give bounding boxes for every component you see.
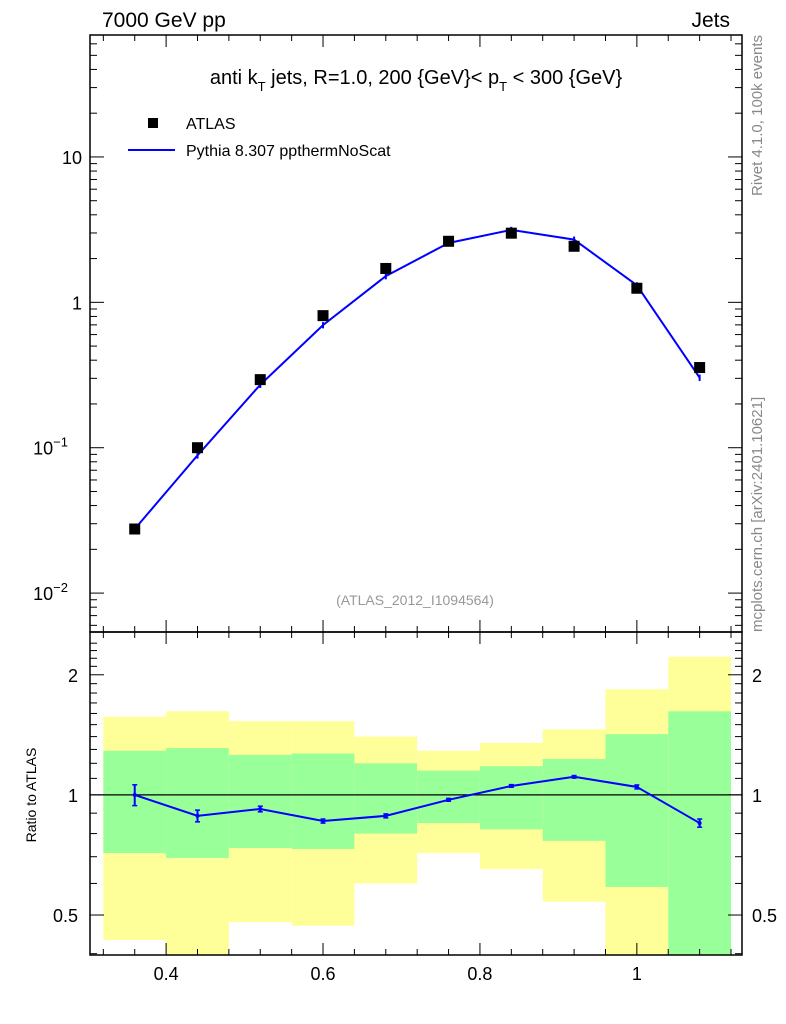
legend-atlas-marker bbox=[148, 118, 158, 128]
ratio-point bbox=[634, 784, 639, 789]
ratio-y-tick-label: 1 bbox=[68, 786, 78, 806]
band-stat-bin bbox=[354, 763, 418, 834]
band-stat-bin bbox=[479, 766, 543, 830]
y-tick-label: 10 bbox=[62, 148, 82, 168]
ratio-mc-line bbox=[134, 775, 701, 824]
x-tick-label: 1 bbox=[632, 964, 642, 984]
band-stat-bin bbox=[668, 711, 732, 955]
y-tick-label: 10−2 bbox=[33, 580, 68, 604]
atlas-point bbox=[443, 235, 455, 247]
atlas-point bbox=[191, 442, 203, 454]
side-label-bottom: mcplots.cern.ch [arXiv:2401.10621] bbox=[749, 397, 766, 632]
chart-title: anti kT jets, R=1.0, 200 {GeV}< pT < 300… bbox=[210, 67, 623, 94]
atlas-point bbox=[505, 227, 517, 239]
x-tick-label: 0.8 bbox=[467, 964, 492, 984]
ratio-frame bbox=[89, 631, 743, 956]
header-right: Jets bbox=[691, 9, 730, 32]
x-tick-label: 0.4 bbox=[154, 964, 179, 984]
atlas-point bbox=[694, 362, 706, 374]
watermark: (ATLAS_2012_I1094564) bbox=[336, 592, 494, 608]
axes: 0.4 0.6 0.8 1 10−2 10−1 1 10 0.5 0.5 1 1 2 2 bbox=[33, 34, 777, 984]
mc-line bbox=[133, 228, 701, 530]
atlas-point bbox=[568, 240, 580, 252]
y-tick-label: 1 bbox=[72, 293, 82, 313]
ratio-point bbox=[258, 806, 263, 811]
band-stat-bin bbox=[417, 770, 480, 824]
atlas-point bbox=[317, 310, 329, 322]
ratio-bands bbox=[103, 656, 732, 955]
ratio-y-tick-label: 0.5 bbox=[53, 906, 78, 926]
ratio-point bbox=[446, 797, 451, 802]
atlas-point bbox=[631, 282, 643, 294]
ratio-point bbox=[321, 819, 326, 824]
header-left: 7000 GeV pp bbox=[102, 9, 226, 32]
band-stat-bin bbox=[166, 748, 229, 858]
ratio-y-tick-label: 2 bbox=[68, 666, 78, 686]
ratio-point bbox=[132, 792, 137, 797]
ratio-point bbox=[697, 821, 702, 826]
ratio-y-tick-label-right: 2 bbox=[752, 666, 762, 686]
chart-marks bbox=[90, 226, 742, 828]
atlas-point bbox=[380, 262, 392, 274]
ratio-point bbox=[572, 774, 577, 779]
band-stat-bin bbox=[291, 753, 355, 849]
legend-mc-label: Pythia 8.307 ppthermNoScat bbox=[186, 143, 391, 160]
band-stat-bin bbox=[228, 754, 292, 849]
side-label-top: Rivet 4.1.0, 100k events bbox=[749, 35, 766, 196]
ratio-point bbox=[509, 783, 514, 788]
x-tick-label: 0.6 bbox=[311, 964, 336, 984]
ratio-point bbox=[383, 813, 388, 818]
ratio-y-tick-label-right: 1 bbox=[752, 786, 762, 806]
y-tick-label: 10−1 bbox=[33, 435, 68, 459]
ratio-point bbox=[195, 813, 200, 818]
band-stat-bin bbox=[542, 759, 606, 841]
atlas-point bbox=[254, 374, 266, 386]
ratio-ylabel: Ratio to ATLAS bbox=[23, 748, 39, 843]
atlas-point bbox=[129, 523, 141, 535]
ratio-y-tick-label-right: 0.5 bbox=[752, 906, 777, 926]
legend-atlas-label: ATLAS bbox=[186, 116, 236, 133]
band-stat-bin bbox=[605, 734, 669, 887]
